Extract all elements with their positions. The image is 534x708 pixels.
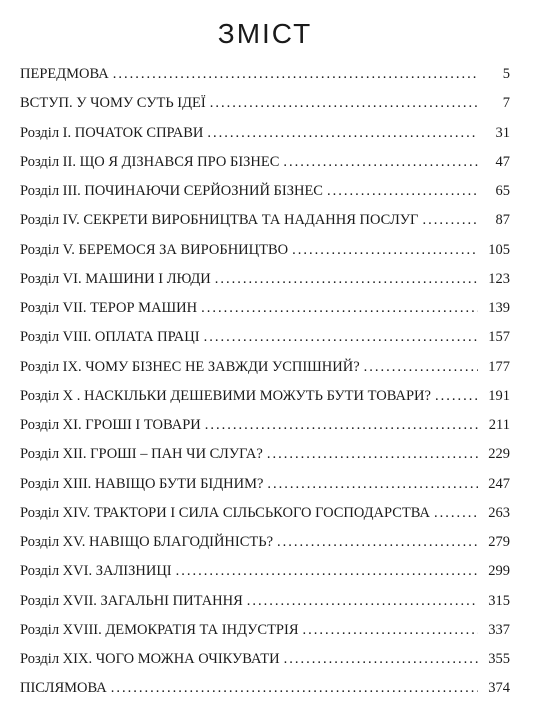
toc-dots — [111, 678, 478, 700]
toc-dots — [364, 357, 478, 379]
toc-entry-page: 65 — [482, 181, 510, 203]
toc-entry: Розділ X . НАСКІЛЬКИ ДЕШЕВИМИ МОЖУТЬ БУТ… — [20, 386, 510, 408]
toc-dots — [284, 649, 478, 671]
toc-dots — [435, 386, 478, 408]
toc-entry-label: Розділ XIX. ЧОГО МОЖНА ОЧІКУВАТИ — [20, 649, 280, 671]
toc-entry-page: 337 — [482, 620, 510, 642]
toc-entry: Розділ XII. ГРОШІ – ПАН ЧИ СЛУГА? 229 — [20, 444, 510, 466]
toc-entry-page: 87 — [482, 210, 510, 232]
toc-entry: Розділ V. БЕРЕМОСЯ ЗА ВИРОБНИЦТВО 105 — [20, 240, 510, 262]
toc-dots — [303, 620, 479, 642]
toc-entry-page: 263 — [482, 503, 510, 525]
toc-entry-label: Розділ VI. МАШИНИ І ЛЮДИ — [20, 269, 211, 291]
toc-entry: Розділ XVIII. ДЕМОКРАТІЯ ТА ІНДУСТРІЯ 337 — [20, 620, 510, 642]
toc-dots — [207, 123, 478, 145]
toc-entry-label: Розділ X . НАСКІЛЬКИ ДЕШЕВИМИ МОЖУТЬ БУТ… — [20, 386, 431, 408]
toc-title: ЗМІСТ — [20, 18, 510, 50]
toc-entry-page: 7 — [482, 93, 510, 115]
toc-entry-page: 299 — [482, 561, 510, 583]
toc-entry-page: 5 — [482, 64, 510, 86]
toc-entry-label: Розділ IX. ЧОМУ БІЗНЕС НЕ ЗАВЖДИ УСПІШНИ… — [20, 357, 360, 379]
toc-entry-page: 247 — [482, 474, 510, 496]
toc-entry-page: 191 — [482, 386, 510, 408]
toc-entry-label: Розділ ІІІ. ПОЧИНАЮЧИ СЕРЙОЗНИЙ БІЗНЕС — [20, 181, 323, 203]
toc-entry-label: Розділ XIV. ТРАКТОРИ І СИЛА СІЛЬСЬКОГО Г… — [20, 503, 430, 525]
toc-dots — [176, 561, 478, 583]
toc-entry-label: Розділ XI. ГРОШІ І ТОВАРИ — [20, 415, 201, 437]
toc-entry-page: 139 — [482, 298, 510, 320]
toc-dots — [283, 152, 478, 174]
toc-entry-label: Розділ IV. СЕКРЕТИ ВИРОБНИЦТВА ТА НАДАНН… — [20, 210, 418, 232]
toc-entry: Розділ IX. ЧОМУ БІЗНЕС НЕ ЗАВЖДИ УСПІШНИ… — [20, 357, 510, 379]
toc-entry-label: Розділ XVIII. ДЕМОКРАТІЯ ТА ІНДУСТРІЯ — [20, 620, 299, 642]
toc-dots — [204, 327, 478, 349]
toc-entry-page: 279 — [482, 532, 510, 554]
toc-entry: Розділ IV. СЕКРЕТИ ВИРОБНИЦТВА ТА НАДАНН… — [20, 210, 510, 232]
toc-dots — [267, 474, 478, 496]
toc-entry-page: 157 — [482, 327, 510, 349]
toc-entry-label: Розділ XVII. ЗАГАЛЬНІ ПИТАННЯ — [20, 591, 243, 613]
toc-entry-label: Розділ XV. НАВІЩО БЛАГОДІЙНІСТЬ? — [20, 532, 273, 554]
toc-dots — [113, 64, 478, 86]
toc-entry: Розділ ІІІ. ПОЧИНАЮЧИ СЕРЙОЗНИЙ БІЗНЕС 65 — [20, 181, 510, 203]
toc-entry-label: ПЕРЕДМОВА — [20, 64, 109, 86]
toc-entry-page: 315 — [482, 591, 510, 613]
toc-dots — [422, 210, 478, 232]
toc-dots — [292, 240, 478, 262]
toc-entry-page: 229 — [482, 444, 510, 466]
toc-dots — [327, 181, 478, 203]
toc-entry: ПЕРЕДМОВА 5 — [20, 64, 510, 86]
toc-entry: ПІСЛЯМОВА 374 — [20, 678, 510, 700]
toc-entry-page: 31 — [482, 123, 510, 145]
toc-entry: Розділ XI. ГРОШІ І ТОВАРИ 211 — [20, 415, 510, 437]
toc-entry: Розділ XIV. ТРАКТОРИ І СИЛА СІЛЬСЬКОГО Г… — [20, 503, 510, 525]
toc-entry: Розділ VII. ТЕРОР МАШИН 139 — [20, 298, 510, 320]
toc-entry: Розділ ІІ. ЩО Я ДІЗНАВСЯ ПРО БІЗНЕС 47 — [20, 152, 510, 174]
toc-dots — [247, 591, 478, 613]
toc-entry-label: Розділ XVI. ЗАЛІЗНИЦІ — [20, 561, 172, 583]
toc-entry-label: Розділ XII. ГРОШІ – ПАН ЧИ СЛУГА? — [20, 444, 263, 466]
toc-entry-label: Розділ XIII. НАВІЩО БУТИ БІДНИМ? — [20, 474, 263, 496]
toc-dots — [267, 444, 478, 466]
toc-dots — [215, 269, 478, 291]
toc-entry-label: Розділ ІІ. ЩО Я ДІЗНАВСЯ ПРО БІЗНЕС — [20, 152, 279, 174]
toc-entry-page: 47 — [482, 152, 510, 174]
toc-entry-page: 374 — [482, 678, 510, 700]
toc-entry: Розділ І. ПОЧАТОК СПРАВИ 31 — [20, 123, 510, 145]
toc-entry-label: ПІСЛЯМОВА — [20, 678, 107, 700]
toc-dots — [201, 298, 478, 320]
toc-entry: Розділ VI. МАШИНИ І ЛЮДИ 123 — [20, 269, 510, 291]
toc-entry: ВСТУП. У ЧОМУ СУТЬ ІДЕЇ 7 — [20, 93, 510, 115]
toc-dots — [205, 415, 478, 437]
toc-dots — [434, 503, 478, 525]
toc-entry: Розділ XVI. ЗАЛІЗНИЦІ 299 — [20, 561, 510, 583]
toc-entry: Розділ XV. НАВІЩО БЛАГОДІЙНІСТЬ? 279 — [20, 532, 510, 554]
toc-list: ПЕРЕДМОВА 5 ВСТУП. У ЧОМУ СУТЬ ІДЕЇ 7 Розділ… — [20, 64, 510, 708]
toc-entry: Розділ VIII. ОПЛАТА ПРАЦІ 157 — [20, 327, 510, 349]
toc-entry: Розділ XVII. ЗАГАЛЬНІ ПИТАННЯ 315 — [20, 591, 510, 613]
toc-entry-page: 211 — [482, 415, 510, 437]
toc-entry-page: 355 — [482, 649, 510, 671]
toc-entry-label: Розділ І. ПОЧАТОК СПРАВИ — [20, 123, 203, 145]
toc-entry: Розділ XIII. НАВІЩО БУТИ БІДНИМ? 247 — [20, 474, 510, 496]
toc-entry-page: 105 — [482, 240, 510, 262]
toc-entry-label: ВСТУП. У ЧОМУ СУТЬ ІДЕЇ — [20, 93, 206, 115]
toc-entry-label: Розділ VIII. ОПЛАТА ПРАЦІ — [20, 327, 200, 349]
toc-dots — [277, 532, 478, 554]
toc-entry-label: Розділ V. БЕРЕМОСЯ ЗА ВИРОБНИЦТВО — [20, 240, 288, 262]
toc-entry-page: 177 — [482, 357, 510, 379]
toc-entry-page: 123 — [482, 269, 510, 291]
toc-entry-label: Розділ VII. ТЕРОР МАШИН — [20, 298, 197, 320]
toc-dots — [210, 93, 478, 115]
toc-entry: Розділ XIX. ЧОГО МОЖНА ОЧІКУВАТИ 355 — [20, 649, 510, 671]
